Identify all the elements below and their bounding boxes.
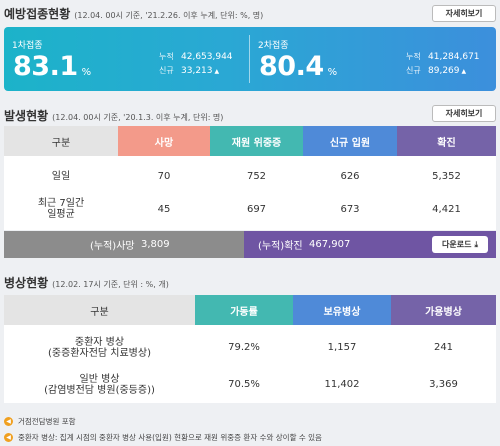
second-dose-label: 2차접종 (258, 41, 289, 51)
second-dose-percent: 80.4% (259, 51, 337, 82)
table-cell: 45 (157, 203, 171, 215)
first-dose-label: 1차접종 (12, 41, 43, 51)
beds-header: 병상현황 (12.02. 17시 기준, 단위 : %, 개) (4, 274, 169, 291)
beds-table-header: 구분 가동률 보유병상 가용병상 (4, 295, 496, 325)
row-label: 일반 병상 (감염병전담 병원(중등증)) (44, 373, 155, 396)
beds-header-category: 구분 (4, 295, 195, 325)
table-row: 최근 7일간 일평균 45 697 673 4,421 (4, 192, 496, 226)
table-cell: 673 (340, 203, 360, 215)
table-row: 일반 병상 (감염병전담 병원(중등증)) 70.5% 11,402 3,369 (4, 366, 496, 403)
vaccination-divider (249, 35, 250, 83)
second-dose-panel: 2차접종 80.4% 누적 41,284,671 신규 89,269 ▲ (250, 27, 496, 91)
beds-header-total: 보유병상 (293, 295, 391, 325)
table-cell: 752 (246, 170, 267, 182)
cumulative-confirmed: (누적)확진 467,907 다운로드 ⤓ (244, 231, 496, 258)
table-cell: 626 (340, 170, 360, 182)
vaccination-panel: 1차접종 83.1% 누적 42,653,944 신규 33,213 ▲ 2차접종 8… (4, 27, 496, 91)
table-cell: 1,157 (327, 342, 357, 353)
table-cell: 3,369 (429, 379, 458, 390)
vaccination-note: (12.04. 00시 기준, '21.2.26. 이후 누계, 단위: %, … (74, 11, 264, 20)
table-row: 중환자 병상 (중증환자전담 치료병상) 79.2% 1,157 241 (4, 329, 496, 366)
row-label: 일일 (51, 170, 71, 182)
vaccination-detail-button[interactable]: 자세히보기 (432, 5, 496, 22)
download-icon: ⤓ (474, 239, 478, 249)
occurrence-table-header: 구분 사망 재원 위중증 신규 입원 확진 (4, 126, 496, 156)
info-icon: ◀ (4, 433, 13, 442)
info-icon: ◀ (4, 417, 13, 426)
table-cell: 11,402 (324, 379, 360, 390)
occurrence-title: 발생현황 (4, 109, 49, 123)
beds-table-body: 중환자 병상 (중증환자전담 치료병상) 79.2% 1,157 241 일반 … (4, 325, 496, 403)
row-label: 최근 7일간 일평균 (37, 198, 85, 220)
table-cell: 697 (246, 203, 267, 215)
vaccination-header: 예방접종현황 (12.04. 00시 기준, '21.2.26. 이후 누계, … (4, 5, 263, 22)
beds-header-available: 가용병상 (391, 295, 496, 325)
table-cell: 241 (433, 342, 454, 353)
cumulative-bar: (누적)사망 3,809 (누적)확진 467,907 다운로드 ⤓ (4, 231, 496, 258)
beds-header-utilization: 가동률 (195, 295, 293, 325)
first-dose-new: 33,213 ▲ (181, 66, 220, 76)
occurrence-header-severe: 재원 위중증 (210, 126, 303, 156)
table-row: 일일 70 752 626 5,352 (4, 160, 496, 192)
second-dose-stats: 누적 41,284,671 신규 89,269 ▲ (406, 50, 488, 78)
download-button[interactable]: 다운로드 ⤓ (432, 236, 488, 253)
vaccination-title: 예방접종현황 (4, 7, 71, 21)
cumulative-deaths-value: 3,809 (140, 239, 170, 250)
beds-title: 병상현황 (4, 276, 49, 290)
table-cell: 4,421 (432, 203, 461, 215)
occurrence-note: (12.04. 00시 기준, '20.1.3. 이후 누계, 단위: 명) (52, 113, 224, 122)
footnote: ◀ 중환자 병상: 집계 시점의 중환자 병상 사용(입원) 현황으로 재원 위… (4, 432, 322, 443)
table-cell: 70.5% (228, 379, 260, 390)
first-dose-percent: 83.1% (13, 51, 91, 82)
beds-note: (12.02. 17시 기준, 단위 : %, 개) (52, 280, 169, 289)
occurrence-table: 구분 사망 재원 위중증 신규 입원 확진 일일 70 752 626 5,35… (4, 126, 496, 230)
cumulative-confirmed-value: 467,907 (308, 239, 351, 250)
table-cell: 70 (157, 170, 171, 182)
table-cell: 79.2% (228, 342, 260, 353)
beds-table: 구분 가동률 보유병상 가용병상 중환자 병상 (중증환자전담 치료병상) 79… (4, 295, 496, 403)
first-dose-panel: 1차접종 83.1% 누적 42,653,944 신규 33,213 ▲ (4, 27, 249, 91)
cumulative-deaths: (누적)사망 3,809 (4, 231, 244, 258)
row-label: 중환자 병상 (중증환자전담 치료병상) (48, 336, 151, 359)
table-cell: 5,352 (432, 170, 461, 182)
occurrence-header: 발생현황 (12.04. 00시 기준, '20.1.3. 이후 누계, 단위:… (4, 107, 223, 124)
occurrence-header-confirmed: 확진 (397, 126, 496, 156)
second-dose-new: 89,269 ▲ (428, 66, 467, 76)
up-triangle-icon: ▲ (214, 68, 220, 75)
footnote: ◀ 거점전담병원 포함 (4, 416, 76, 427)
second-dose-cumulative: 41,284,671 (428, 52, 480, 62)
first-dose-stats: 누적 42,653,944 신규 33,213 ▲ (159, 50, 241, 78)
occurrence-header-deaths: 사망 (118, 126, 210, 156)
occurrence-detail-button[interactable]: 자세히보기 (432, 105, 496, 122)
occurrence-header-admission: 신규 입원 (303, 126, 397, 156)
occurrence-table-body: 일일 70 752 626 5,352 최근 7일간 일평균 45 697 67… (4, 156, 496, 230)
first-dose-cumulative: 42,653,944 (181, 52, 233, 62)
up-triangle-icon: ▲ (461, 68, 467, 75)
occurrence-header-category: 구분 (4, 126, 118, 156)
